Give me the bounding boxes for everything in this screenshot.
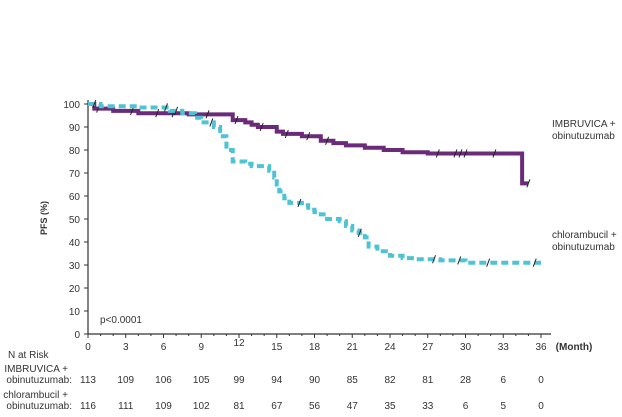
- risk-value: 109: [117, 375, 134, 386]
- risk-value: 35: [384, 401, 396, 412]
- legend-label: chlorambucil +: [552, 230, 617, 241]
- y-tick-label: 60: [69, 192, 81, 203]
- censor-mark: [174, 106, 179, 116]
- risk-value: 81: [233, 401, 245, 412]
- risk-value: 47: [347, 401, 359, 412]
- censor-mark: [155, 109, 160, 118]
- risk-value: 111: [118, 401, 134, 412]
- km-curve-imbruvica: [88, 102, 529, 186]
- censor-mark: [284, 129, 289, 139]
- censor-mark: [457, 256, 462, 265]
- censor-mark: [209, 118, 214, 127]
- censor-mark: [435, 149, 440, 158]
- risk-value: 0: [538, 375, 544, 386]
- y-tick-label: 0: [74, 330, 80, 341]
- x-tick-label: 18: [309, 342, 321, 353]
- y-tick-label: 70: [69, 169, 81, 180]
- km-curve-chlorambucil: [88, 102, 541, 265]
- risk-row-label: obinutuzumab:: [6, 375, 72, 386]
- censor-mark: [492, 149, 497, 158]
- risk-value: 113: [80, 375, 96, 386]
- censor-mark: [297, 198, 302, 208]
- x-axis-unit: (Month): [556, 342, 593, 353]
- risk-value: 82: [384, 375, 396, 386]
- x-tick-label: 15: [271, 342, 283, 353]
- y-tick-label: 100: [63, 100, 80, 111]
- risk-value: 0: [538, 401, 544, 412]
- y-tick-label: 10: [69, 307, 81, 318]
- p-value-annotation: p<0.0001: [100, 315, 142, 326]
- risk-value: 81: [422, 375, 434, 386]
- legend-label: IMBRUVICA +: [552, 119, 616, 130]
- x-tick-label: 0: [85, 342, 91, 353]
- censor-mark: [526, 179, 531, 188]
- y-tick-label: 40: [69, 238, 81, 249]
- censor-mark: [325, 136, 330, 145]
- risk-value: 99: [233, 375, 245, 386]
- censor-mark: [306, 132, 311, 141]
- risk-value: 102: [193, 401, 210, 412]
- censor-mark: [205, 110, 210, 119]
- censor-mark: [453, 149, 458, 158]
- y-tick-label: 90: [69, 123, 81, 134]
- x-tick-label: 27: [422, 342, 434, 353]
- y-tick-label: 80: [69, 146, 81, 157]
- y-tick-label: 20: [69, 284, 81, 295]
- legend-label: obinutuzumab: [552, 131, 615, 142]
- censor-mark: [234, 115, 239, 125]
- censor-mark: [458, 149, 463, 158]
- censor-mark: [259, 122, 264, 132]
- risk-value: 6: [463, 401, 469, 412]
- censor-mark: [357, 228, 362, 237]
- risk-value: 33: [422, 401, 434, 412]
- risk-value: 90: [309, 375, 321, 386]
- risk-value: 28: [460, 375, 472, 386]
- x-tick-label: 21: [347, 342, 359, 353]
- risk-value: 109: [155, 401, 172, 412]
- risk-value: 85: [347, 375, 359, 386]
- x-tick-label: 33: [498, 342, 510, 353]
- y-tick-label: 50: [69, 215, 81, 226]
- risk-value: 94: [271, 375, 283, 386]
- x-tick-label: 3: [123, 342, 129, 353]
- risk-table-title: N at Risk: [8, 350, 50, 361]
- x-tick-label: 36: [535, 342, 547, 353]
- x-tick-label: 24: [384, 342, 396, 353]
- censor-mark: [532, 258, 537, 267]
- risk-row-label: obinutuzumab:: [6, 401, 72, 412]
- censor-mark: [92, 99, 97, 109]
- censor-mark: [432, 255, 437, 264]
- risk-value: 105: [193, 375, 210, 386]
- risk-value: 116: [80, 401, 96, 412]
- risk-value: 67: [271, 401, 283, 412]
- legend-label: obinutuzumab: [552, 242, 615, 253]
- y-axis-label: PFS (%): [39, 201, 49, 235]
- risk-value: 5: [500, 401, 506, 412]
- risk-row-label: IMBRUVICA +: [4, 364, 68, 375]
- risk-value: 106: [155, 375, 172, 386]
- x-tick-label: 9: [198, 342, 204, 353]
- risk-value: 6: [500, 375, 506, 386]
- censor-mark: [486, 258, 491, 267]
- censor-mark: [164, 103, 168, 112]
- x-tick-label: 30: [460, 342, 472, 353]
- risk-value: 56: [309, 401, 321, 412]
- x-tick-label: 6: [161, 342, 167, 353]
- y-tick-label: 30: [69, 261, 81, 272]
- risk-row-label: chlorambucil +: [3, 390, 68, 401]
- x-tick-label: 12: [233, 338, 245, 349]
- censor-mark: [463, 149, 468, 158]
